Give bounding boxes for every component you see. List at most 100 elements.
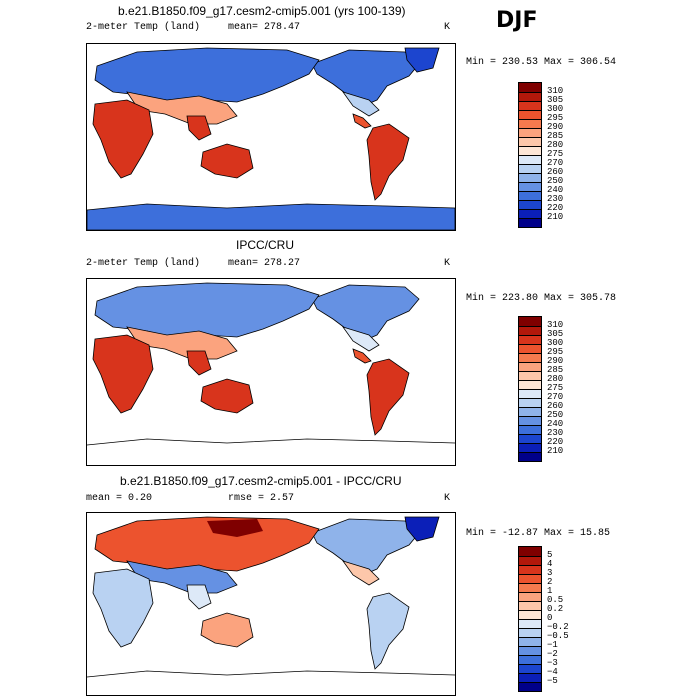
colorbar-tick-label: −5 — [547, 676, 558, 686]
south-america — [366, 592, 410, 670]
colorbar-swatch — [519, 443, 541, 452]
panel-1-variable-label: 2-meter Temp (land) — [86, 22, 201, 33]
india — [186, 584, 212, 610]
southern-asia — [126, 91, 238, 125]
colorbar-swatch — [519, 655, 541, 664]
colorbar-tick-label: 305 — [547, 329, 564, 339]
north-america-south — [341, 91, 380, 117]
antarctica — [87, 203, 455, 230]
colorbar-swatch — [519, 101, 541, 110]
panel-3-title: b.e21.B1850.f09_g17.cesm2-cmip5.001 - IP… — [120, 474, 402, 488]
colorbar-tick-label: −4 — [547, 667, 558, 677]
colorbar-tick-label: 275 — [547, 149, 564, 159]
eurasia — [94, 282, 320, 340]
colorbar-swatch — [519, 146, 541, 155]
colorbar-tick-label: 280 — [547, 140, 564, 150]
australia — [200, 612, 254, 648]
panel-1-map — [86, 43, 456, 231]
colorbar-tick-label: −0.2 — [547, 622, 569, 632]
panel-3-mean-label: mean = 0.20 — [86, 493, 153, 504]
colorbar-tick-label: 250 — [547, 410, 564, 420]
central-america — [352, 348, 372, 364]
colorbar-tick-label: −1 — [547, 640, 558, 650]
colorbar-tick-label: 3 — [547, 568, 553, 578]
panel-3-units: K — [444, 493, 451, 504]
greenland — [404, 516, 440, 542]
colorbar-swatch — [519, 182, 541, 191]
colorbar-tick-label: −0.5 — [547, 631, 569, 641]
colorbar-tick-label: 305 — [547, 95, 564, 105]
colorbar-tick-label: 0.5 — [547, 595, 564, 605]
colorbar-swatch — [519, 556, 541, 565]
panel-2-map-svg — [87, 282, 455, 446]
colorbar-swatch — [519, 119, 541, 128]
africa — [92, 99, 154, 179]
north-america — [311, 49, 420, 107]
season-label: DJF — [496, 8, 538, 33]
central-america — [352, 113, 372, 129]
colorbar-swatch — [519, 637, 541, 646]
colorbar-swatch — [519, 164, 541, 173]
colorbar-tick-label: 0 — [547, 613, 553, 623]
colorbar-tick-label: 4 — [547, 559, 553, 569]
southern-asia — [126, 560, 238, 594]
colorbar-tick-label: 275 — [547, 383, 564, 393]
colorbar-tick-label: 300 — [547, 104, 564, 114]
colorbar-swatch — [519, 92, 541, 101]
panel-1-map-svg — [87, 47, 455, 230]
colorbar-tick-label: 280 — [547, 374, 564, 384]
colorbar-tick-label: 210 — [547, 446, 564, 456]
colorbar-tick-label: 210 — [547, 212, 564, 222]
colorbar-tick-label: 270 — [547, 392, 564, 402]
colorbar-tick-label: 240 — [547, 419, 564, 429]
colorbar-swatch — [519, 592, 541, 601]
india — [186, 115, 212, 141]
panel-2-units: K — [444, 258, 451, 269]
colorbar-swatch — [519, 353, 541, 362]
colorbar-tick-label: 295 — [547, 113, 564, 123]
colorbar-tick-label: 290 — [547, 356, 564, 366]
north-america — [311, 284, 420, 342]
colorbar-swatch — [519, 128, 541, 137]
colorbar-tick-label: 260 — [547, 167, 564, 177]
colorbar-swatch — [519, 682, 541, 691]
colorbar-swatch — [519, 434, 541, 443]
colorbar-tick-label: −2 — [547, 649, 558, 659]
colorbar-swatch — [519, 398, 541, 407]
panel-1-colorbar — [518, 82, 542, 228]
panel-2-minmax: Min = 223.80 Max = 305.78 — [466, 293, 617, 304]
colorbar-tick-label: 250 — [547, 176, 564, 186]
colorbar-swatch — [519, 83, 541, 92]
siberia-hotspot — [207, 519, 263, 537]
colorbar-tick-label: 295 — [547, 347, 564, 357]
panel-2-mean-label: mean= 278.27 — [228, 258, 301, 269]
antarctica-outline — [87, 670, 455, 678]
panel-1-minmax: Min = 230.53 Max = 306.54 — [466, 57, 617, 68]
colorbar-swatch — [519, 344, 541, 353]
colorbar-swatch — [519, 452, 541, 461]
panel-1-mean-label: mean= 278.47 — [228, 22, 301, 33]
colorbar-swatch — [519, 218, 541, 227]
australia — [200, 378, 254, 414]
colorbar-tick-label: 270 — [547, 158, 564, 168]
southern-asia — [126, 326, 238, 360]
colorbar-swatch — [519, 574, 541, 583]
africa — [92, 568, 154, 648]
colorbar-swatch — [519, 200, 541, 209]
eurasia — [94, 516, 320, 574]
colorbar-tick-label: 285 — [547, 131, 564, 141]
antarctica-outline — [87, 438, 455, 446]
colorbar-tick-label: 240 — [547, 185, 564, 195]
south-america — [366, 123, 410, 201]
panel-3-map-svg — [87, 516, 455, 678]
india — [186, 350, 212, 376]
colorbar-swatch — [519, 155, 541, 164]
colorbar-swatch — [519, 209, 541, 218]
colorbar-swatch — [519, 137, 541, 146]
africa — [92, 334, 154, 414]
colorbar-tick-label: 285 — [547, 365, 564, 375]
colorbar-swatch — [519, 326, 541, 335]
panel-1-units: K — [444, 22, 451, 33]
colorbar-tick-label: 230 — [547, 194, 564, 204]
colorbar-swatch — [519, 389, 541, 398]
